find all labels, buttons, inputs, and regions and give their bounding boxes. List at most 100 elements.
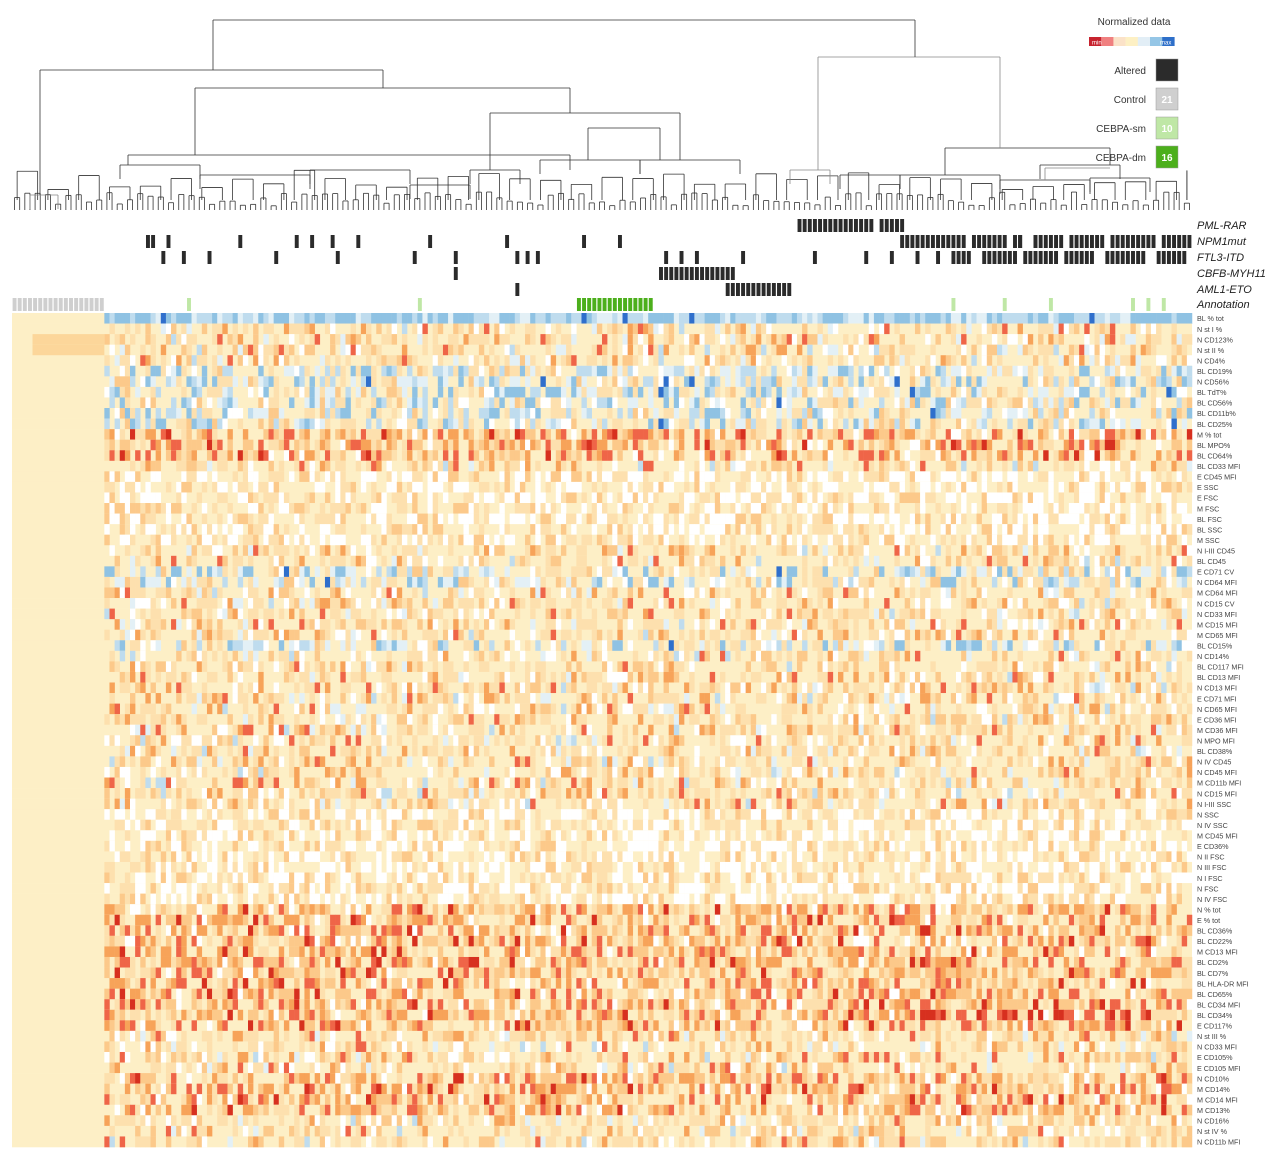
heatmap-cell: [971, 598, 977, 609]
heatmap-cell: [412, 397, 418, 409]
heatmap-cell: [956, 313, 962, 324]
heatmap-cell: [684, 492, 690, 504]
heatmap-cell: [894, 386, 900, 398]
heatmap-cell: [504, 481, 510, 493]
heatmap-cell: [1171, 408, 1177, 419]
heatmap-cell: [525, 460, 531, 472]
heatmap-cell: [196, 418, 203, 430]
heatmap-cell: [653, 313, 659, 324]
heatmap-cell: [366, 418, 372, 430]
heatmap-cell: [304, 429, 310, 440]
heatmap-cell: [217, 566, 223, 578]
heatmap-cell: [330, 471, 336, 483]
heatmap-cell: [1094, 334, 1100, 345]
track-cell: [936, 235, 941, 248]
heatmap-cell: [1176, 619, 1182, 631]
heatmap-cell: [766, 534, 772, 546]
heatmap-cell: [786, 587, 793, 599]
heatmap-cell: [222, 608, 228, 620]
heatmap-cell: [1104, 365, 1111, 377]
heatmap-cell: [1130, 513, 1136, 525]
heatmap-cell: [1145, 619, 1152, 631]
heatmap-cell: [535, 503, 541, 514]
track-cell: [828, 219, 833, 232]
heatmap-cell: [427, 471, 433, 483]
heatmap-cell: [371, 619, 377, 631]
heatmap-cell: [699, 629, 705, 641]
heatmap-cell: [720, 365, 726, 377]
heatmap-cell: [668, 376, 675, 388]
heatmap-cell: [576, 439, 582, 451]
heatmap-cell: [566, 629, 572, 641]
heatmap-cell: [1074, 481, 1080, 493]
heatmap-cell: [283, 439, 290, 451]
heatmap-cell: [648, 386, 654, 398]
heatmap-cell: [571, 386, 577, 398]
heatmap-cell: [612, 397, 618, 409]
heatmap-cell: [350, 608, 356, 620]
heatmap-cell: [1099, 439, 1106, 451]
heatmap-cell: [709, 334, 716, 345]
track-cell: [1079, 251, 1084, 264]
heatmap-cell: [294, 555, 300, 567]
heatmap-cell: [807, 492, 813, 504]
track-cell: [1166, 235, 1171, 248]
heatmap-cell: [278, 608, 285, 620]
heatmap-cell: [248, 629, 254, 641]
heatmap-cell: [791, 418, 798, 430]
heatmap-cell: [961, 323, 967, 335]
heatmap-cell: [735, 355, 741, 367]
heatmap-cell: [868, 619, 875, 631]
heatmap-cell: [140, 576, 146, 588]
heatmap-cell: [155, 471, 162, 483]
heatmap-cell: [658, 598, 664, 609]
heatmap-cell: [1181, 545, 1188, 557]
heatmap-cell: [571, 334, 577, 345]
heatmap-cell: [294, 386, 300, 398]
heatmap-cell: [571, 355, 577, 367]
heatmap-cell: [330, 566, 336, 578]
heatmap-cell: [935, 619, 941, 631]
heatmap-cell: [545, 471, 551, 483]
heatmap-cell: [612, 418, 618, 430]
heatmap-cell: [191, 418, 197, 430]
heatmap-cell: [602, 418, 608, 430]
heatmap-cell: [627, 334, 634, 345]
heatmap-cell: [484, 534, 490, 546]
heatmap-cell: [299, 386, 305, 398]
heatmap-cell: [248, 386, 254, 398]
heatmap-cell: [432, 503, 439, 514]
heatmap-cell: [997, 365, 1003, 377]
heatmap-cell: [961, 450, 967, 462]
heatmap-cell: [617, 629, 623, 641]
heatmap-cell: [437, 439, 444, 451]
heatmap-cell: [484, 619, 490, 631]
track-cell: [879, 219, 884, 232]
heatmap-cell: [448, 566, 454, 578]
heatmap-cell: [771, 334, 777, 345]
heatmap-cell: [201, 587, 208, 599]
heatmap-cell: [586, 365, 592, 377]
heatmap-cell: [401, 355, 408, 367]
heatmap-cell: [350, 376, 356, 388]
heatmap-cell: [858, 513, 864, 525]
heatmap-cell: [396, 376, 403, 388]
heatmap-cell: [212, 365, 218, 377]
heatmap-cell: [201, 598, 208, 609]
heatmap-cell: [473, 503, 480, 514]
heatmap-cell: [940, 376, 946, 388]
heatmap-cell: [832, 376, 839, 388]
heatmap-cell: [135, 429, 141, 440]
heatmap-cell: [1002, 608, 1008, 620]
heatmap-cell: [832, 386, 839, 398]
heatmap-cell: [935, 576, 941, 588]
heatmap-cell: [714, 566, 721, 578]
heatmap-cell: [432, 524, 439, 535]
heatmap-cell: [838, 397, 844, 409]
heatmap-cell: [961, 534, 967, 546]
heatmap-cell: [791, 545, 798, 557]
heatmap-cell: [1079, 365, 1085, 377]
heatmap-cell: [186, 429, 192, 440]
heatmap-cell: [1089, 418, 1095, 430]
heatmap-cell: [853, 619, 859, 631]
